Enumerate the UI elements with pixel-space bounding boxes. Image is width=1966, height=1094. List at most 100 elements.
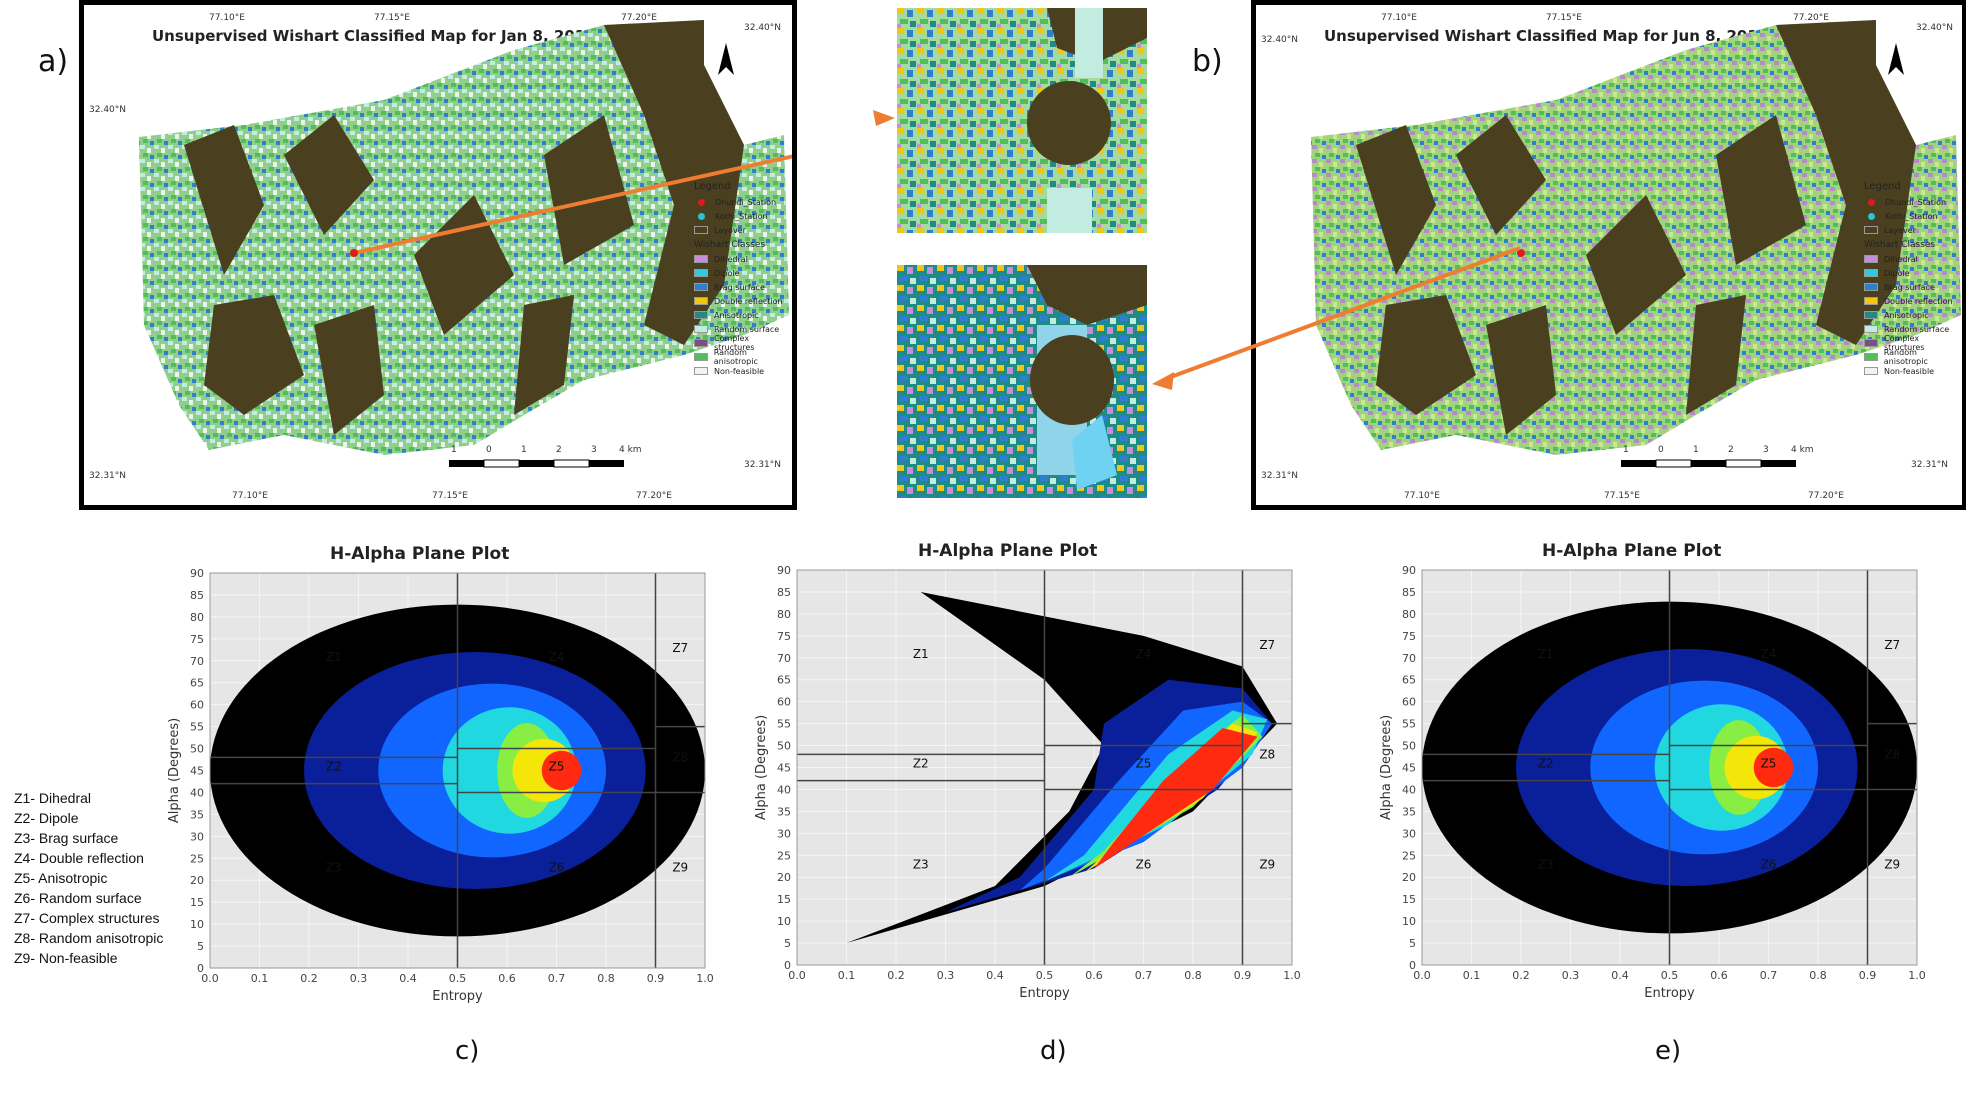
scale-label: 0 <box>1658 445 1664 455</box>
legend-label: Double reflection <box>1884 296 1953 306</box>
x-tick-label: 0.7 <box>1760 969 1778 982</box>
zone-label: Z4 <box>1761 647 1777 661</box>
x-tick-label: 0.3 <box>1562 969 1580 982</box>
legend-label: Kothi_Station <box>1885 211 1938 221</box>
map-legend: Legend Dhundi_Station Kothi_Station Layo… <box>1864 181 1962 378</box>
y-tick-label: 35 <box>1402 805 1416 818</box>
y-tick-label: 50 <box>777 740 791 753</box>
scale-bar <box>1621 459 1796 468</box>
x-tick-label: 0.0 <box>788 969 806 982</box>
y-tick-label: 25 <box>777 849 791 862</box>
y-tick-label: 75 <box>1402 630 1416 643</box>
coord-label: 77.15°E <box>1604 491 1640 501</box>
zone-label: Z5 <box>1136 757 1152 771</box>
zone-label: Z3- Brag surface <box>14 830 119 846</box>
classified-map-jun-2017: Unsupervised Wishart Classified Map for … <box>1251 0 1966 510</box>
plot-frame <box>796 569 1293 966</box>
y-tick-label: 45 <box>190 765 204 778</box>
y-tick-label: 85 <box>777 586 791 599</box>
coord-label: 77.20°E <box>1793 13 1829 23</box>
x-tick-label: 0.9 <box>1859 969 1877 982</box>
map-title: Unsupervised Wishart Classified Map for … <box>1324 27 1769 45</box>
coord-label: 32.40°N <box>1916 23 1953 33</box>
coord-label: 32.31°N <box>1261 471 1298 481</box>
x-tick-label: 0.8 <box>1809 969 1827 982</box>
y-tick-label: 30 <box>1402 827 1416 840</box>
y-tick-label: 80 <box>777 608 791 621</box>
y-tick-label: 40 <box>777 783 791 796</box>
station-marker <box>1517 249 1525 257</box>
north-arrow-icon <box>1888 43 1904 75</box>
zone-label: Z4- Double reflection <box>14 850 144 866</box>
zone-label: Z5 <box>1761 757 1777 771</box>
y-tick-label: 65 <box>190 677 204 690</box>
y-tick-label: 90 <box>777 564 791 577</box>
panel-label-b: b) <box>1192 44 1223 79</box>
zone-label: Z8 <box>1259 748 1275 762</box>
zone-label: Z6 <box>1761 857 1777 871</box>
plot-title-d: H-Alpha Plane Plot <box>918 541 1098 561</box>
zone-label: Z3 <box>1538 857 1554 871</box>
scale-label: 2 <box>1728 445 1734 455</box>
x-axis-label: Entropy <box>1644 986 1695 1001</box>
x-tick-label: 0.1 <box>1463 969 1481 982</box>
legend-label: Dhundi_Station <box>1885 197 1947 207</box>
y-tick-label: 5 <box>197 940 204 953</box>
zone-label: Z7 <box>672 641 688 655</box>
zone-label: Z3 <box>326 860 342 874</box>
legend-label: Non-feasible <box>714 366 765 376</box>
y-tick-label: 55 <box>190 721 204 734</box>
y-tick-label: 0 <box>784 959 791 972</box>
zone-label: Z2- Dipole <box>14 810 79 826</box>
y-tick-label: 20 <box>1402 871 1416 884</box>
zone-label: Z2 <box>326 760 342 774</box>
h-alpha-plot-d: Z1 Z2 Z3 Z4 Z5 Z6 Z7 Z8 Z9 0.0 0.1 0.2 0.3 0.4 0.5 0.6 0… <box>754 564 1301 1001</box>
x-tick-label: 0.8 <box>597 972 615 985</box>
plot-frame <box>1421 569 1918 966</box>
y-tick-label: 25 <box>190 852 204 865</box>
y-tick-label: 40 <box>1402 783 1416 796</box>
y-tick-label: 35 <box>777 805 791 818</box>
scale-label: 1 <box>1623 445 1629 455</box>
y-tick-label: 55 <box>1402 718 1416 731</box>
connector-overlay <box>873 110 1521 390</box>
h-alpha-plot-e: Z1 Z2 Z3 Z4 Z5 Z6 Z7 Z8 Z9 0.0 0.1 0.2 0.3 0.4 0.5 0.6 0… <box>1379 564 1926 1001</box>
connector-arrow <box>353 154 792 255</box>
zone-label: Z6 <box>1136 857 1152 871</box>
scale-label: 4 km <box>1791 445 1814 455</box>
y-tick-label: 90 <box>190 567 204 580</box>
y-tick-label: 45 <box>1402 762 1416 775</box>
x-tick-label: 0.2 <box>1512 969 1530 982</box>
legend-label: Dipole <box>1884 268 1910 278</box>
y-tick-label: 45 <box>777 762 791 775</box>
scale-label: 1 <box>521 445 527 455</box>
y-tick-label: 15 <box>190 896 204 909</box>
coord-label: 77.10°E <box>232 491 268 501</box>
legend-label: Complex structures <box>713 334 755 352</box>
coord-label: 77.20°E <box>621 13 657 23</box>
y-axis-label: Alpha (Degrees) <box>1379 715 1394 820</box>
x-tick-label: 0.1 <box>251 972 269 985</box>
zone-label: Z1- Dihedral <box>14 790 92 806</box>
y-tick-label: 0 <box>1409 959 1416 972</box>
y-tick-label: 15 <box>777 893 791 906</box>
y-tick-label: 30 <box>777 827 791 840</box>
coord-label: 77.10°E <box>1404 491 1440 501</box>
zone-label: Z8 <box>672 751 688 765</box>
map-title: Unsupervised Wishart Classified Map for … <box>152 27 596 45</box>
y-tick-label: 20 <box>190 874 204 887</box>
x-tick-label: 0.8 <box>1184 969 1202 982</box>
classified-map-jan-2016: Unsupervised Wishart Classified Map for … <box>79 0 797 510</box>
coord-label: 77.20°E <box>636 491 672 501</box>
coord-label: 77.10°E <box>1381 13 1417 23</box>
x-tick-label: 0.1 <box>838 969 856 982</box>
y-tick-label: 20 <box>777 871 791 884</box>
density-layer <box>1753 747 1794 788</box>
coord-label: 77.15°E <box>1546 13 1582 23</box>
zone-label: Z3 <box>913 857 929 871</box>
scale-label: 0 <box>486 445 492 455</box>
coord-label: 32.31°N <box>89 471 126 481</box>
x-tick-label: 1.0 <box>1283 969 1301 982</box>
x-tick-label: 0.9 <box>647 972 665 985</box>
coord-label: 32.40°N <box>1261 35 1298 45</box>
